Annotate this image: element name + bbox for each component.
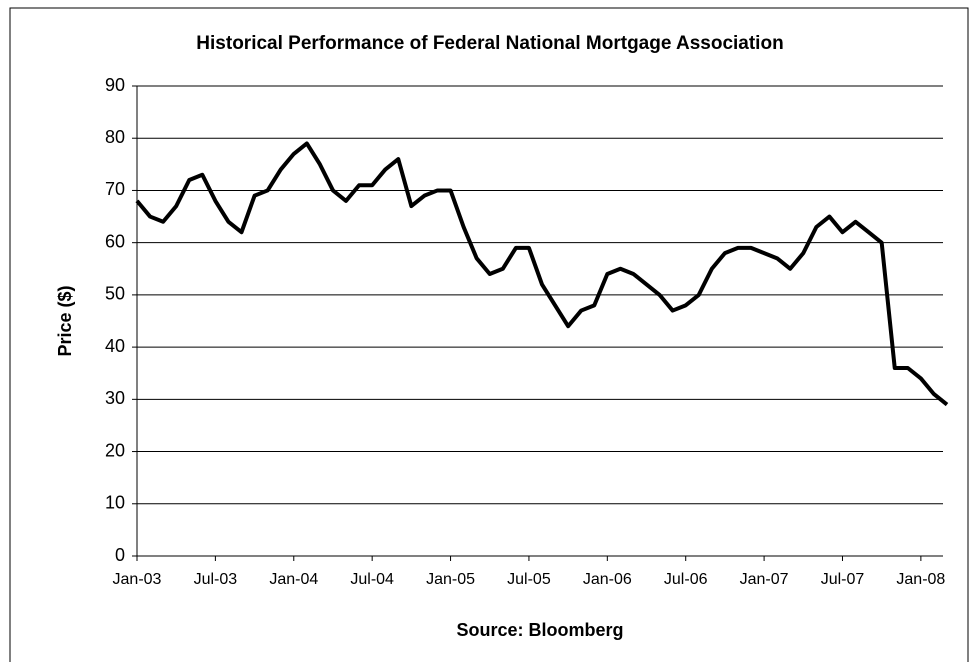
y-tick-label: 70 (105, 179, 125, 199)
x-tick-label: Jul-03 (194, 571, 238, 588)
y-tick-label: 90 (105, 75, 125, 95)
x-tick-label: Jan-07 (740, 571, 789, 588)
y-axis-title: Price ($) (55, 285, 75, 356)
y-tick-label: 80 (105, 127, 125, 147)
y-tick-label: 60 (105, 231, 125, 251)
y-tick-label: 30 (105, 388, 125, 408)
y-tick-label: 50 (105, 284, 125, 304)
x-tick-label: Jul-04 (350, 571, 394, 588)
y-tick-label: 20 (105, 440, 125, 460)
x-axis-title: Source: Bloomberg (456, 620, 623, 640)
x-tick-label: Jul-06 (664, 571, 708, 588)
y-tick-label: 40 (105, 336, 125, 356)
x-tick-label: Jul-07 (821, 571, 865, 588)
chart-frame (9, 7, 969, 662)
y-tick-label: 10 (105, 493, 125, 513)
x-tick-label: Jul-05 (507, 571, 551, 588)
x-tick-label: Jan-04 (269, 571, 318, 588)
price-line (135, 141, 949, 407)
x-tick-label: Jan-05 (426, 571, 475, 588)
x-tick-label: Jan-03 (113, 571, 162, 588)
chart-title: Historical Performance of Federal Nation… (196, 33, 783, 54)
y-tick-label: 0 (115, 545, 125, 565)
x-tick-label: Jan-08 (896, 571, 945, 588)
x-tick-label: Jan-06 (583, 571, 632, 588)
